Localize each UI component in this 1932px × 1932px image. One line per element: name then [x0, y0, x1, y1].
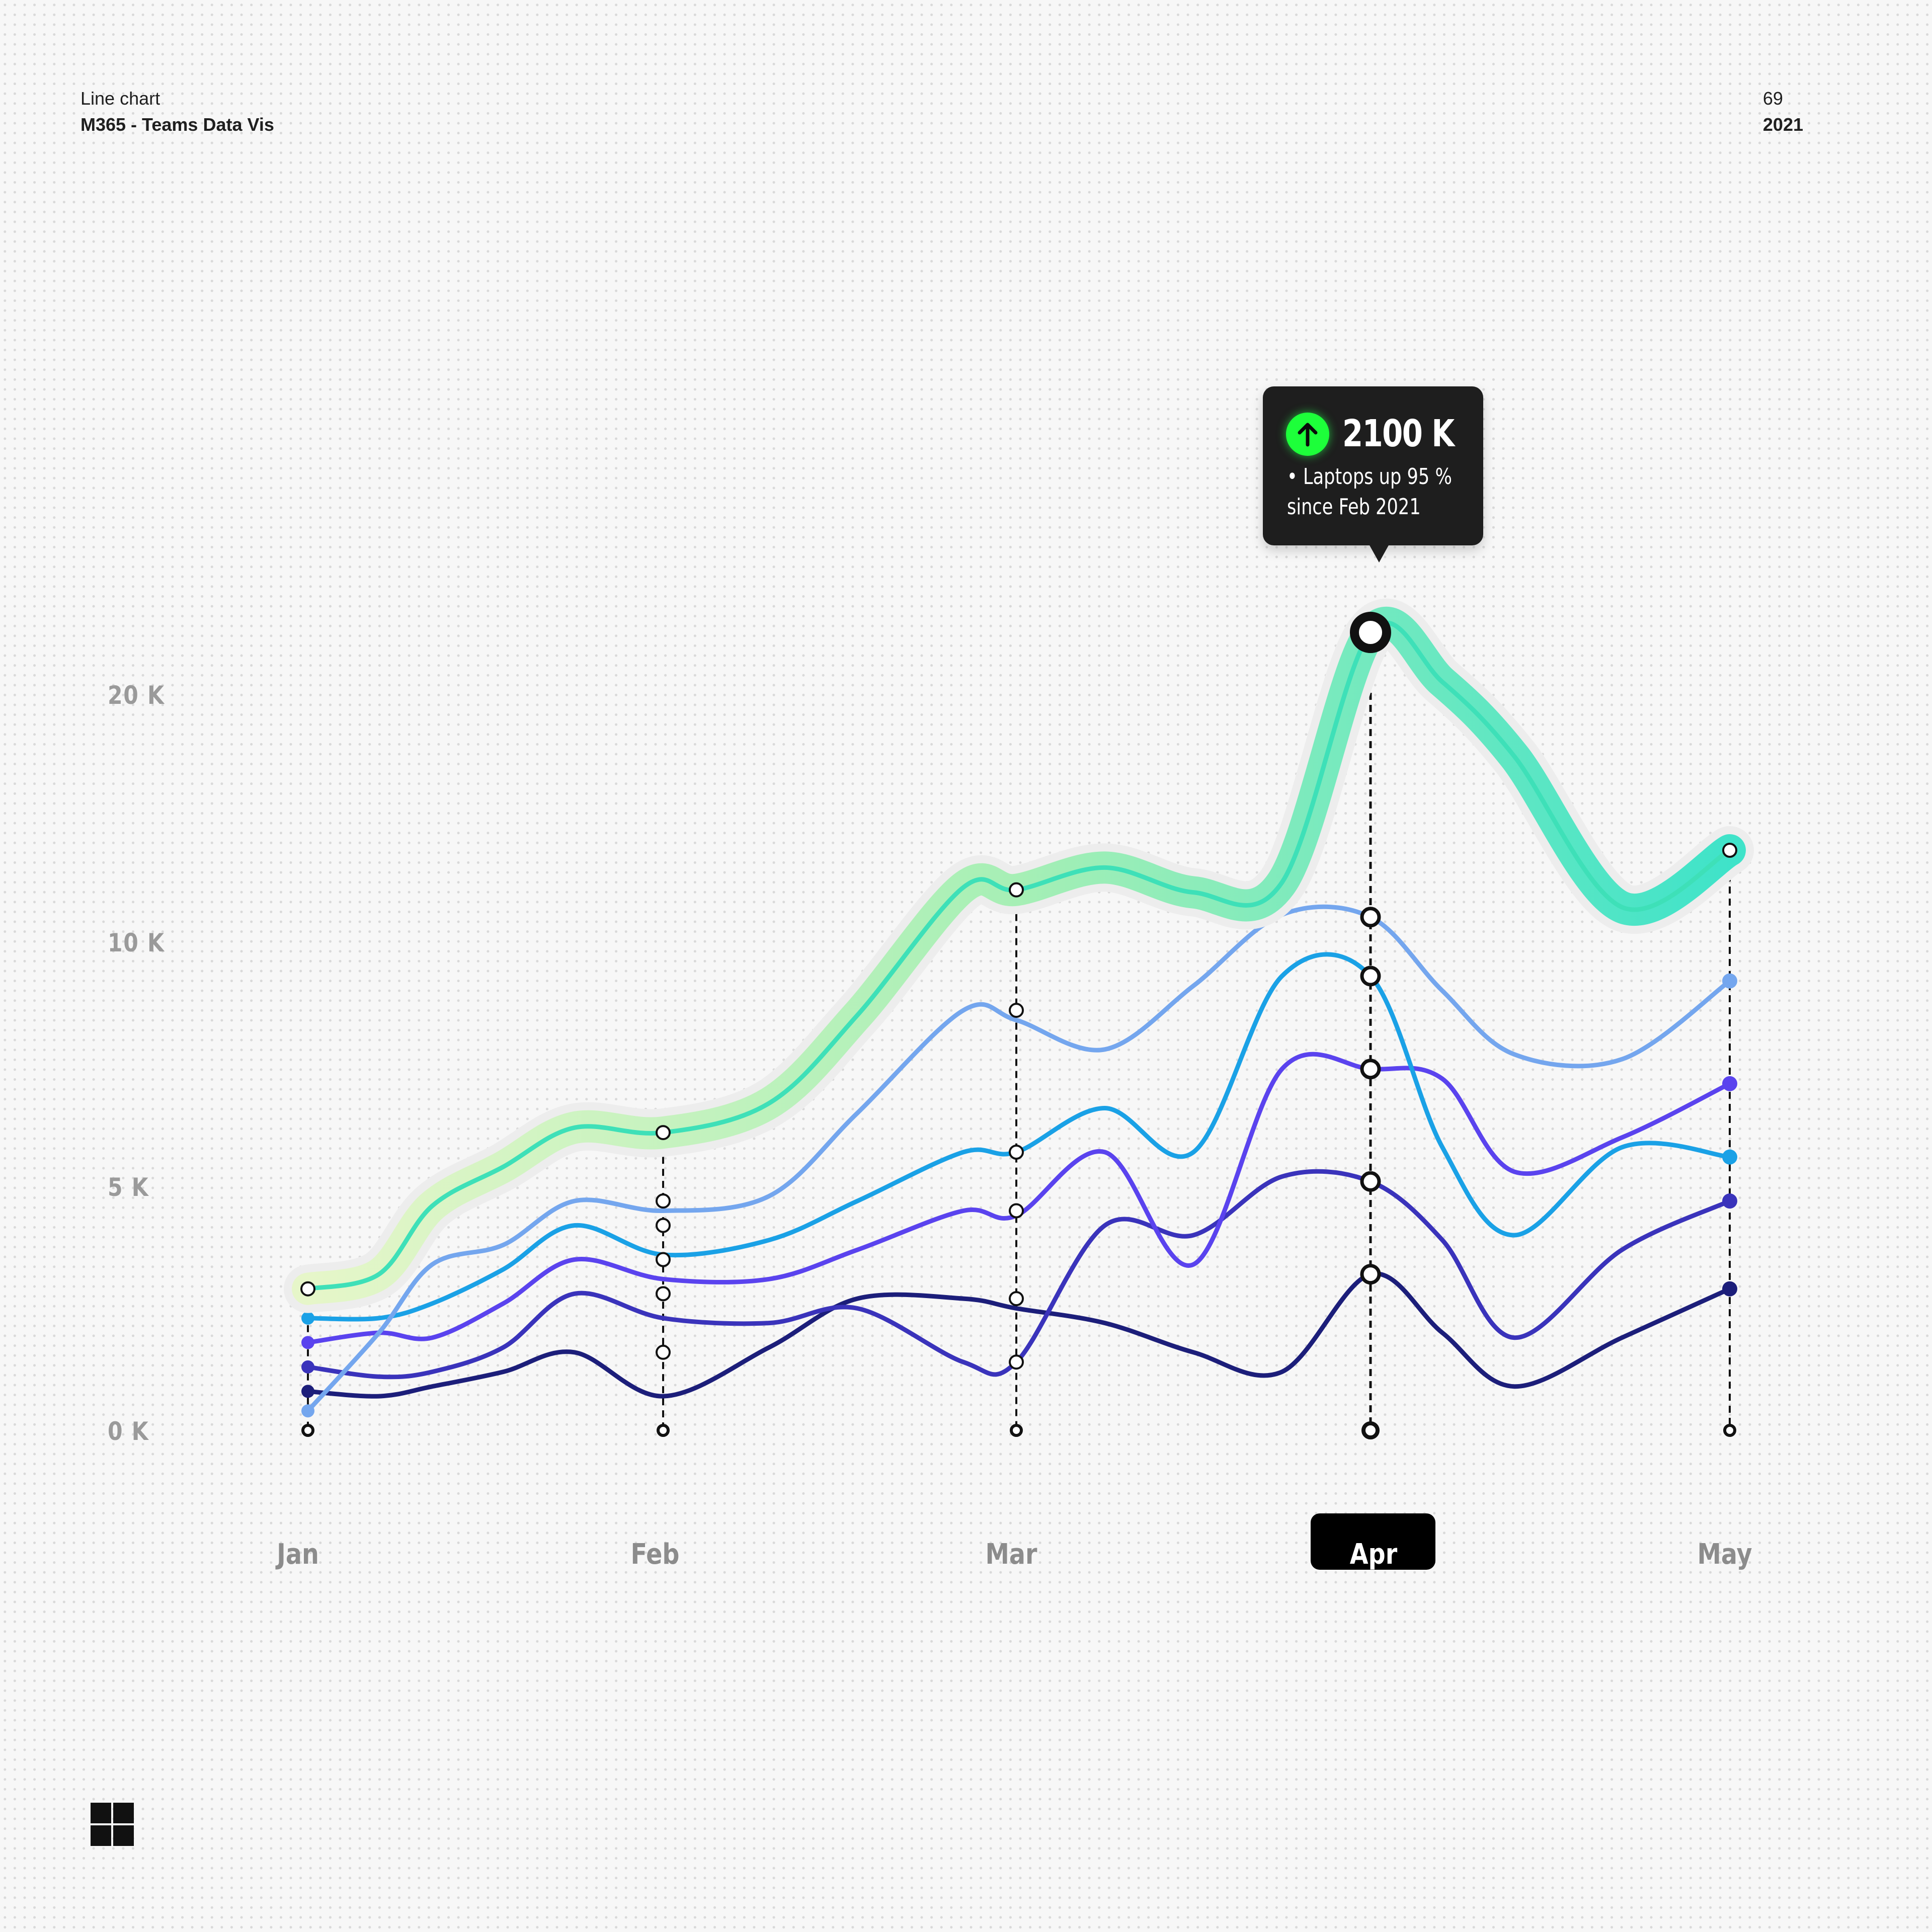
- y-tick-label: 0 K: [108, 1417, 149, 1446]
- data-point-m4-s2: [1360, 907, 1381, 928]
- series-line-1: [305, 620, 1732, 1292]
- x-tick-label-apr[interactable]: Apr: [1349, 1538, 1398, 1571]
- x-tick-highlight-pill[interactable]: [1311, 1513, 1435, 1570]
- y-tick-label: 20 K: [108, 681, 165, 710]
- y-tick-label: 10 K: [108, 928, 165, 957]
- series-line-5: [305, 1169, 1732, 1380]
- series-line-1-halo: [284, 599, 1754, 1313]
- series-5-start-dot: [301, 1360, 314, 1374]
- data-point-m4-s1: [1350, 612, 1391, 653]
- year-label: 2021: [1762, 114, 1803, 135]
- header-right: 69 2021: [1763, 86, 1803, 138]
- data-point-m2-s6: [656, 1344, 671, 1360]
- tooltip-note-line-2: since Feb 2021: [1287, 494, 1421, 520]
- series-3-end-dot: [1722, 1149, 1737, 1165]
- data-point-m1-s1: [300, 1281, 315, 1297]
- series-2-end-dot: [1722, 973, 1737, 989]
- axis-point-3: [1010, 1424, 1023, 1437]
- series-2-start-dot: [301, 1404, 314, 1418]
- tooltip-value: 2100 K: [1342, 412, 1455, 455]
- data-point-m3-s4: [1009, 1203, 1024, 1219]
- series-3-start-dot: [301, 1311, 314, 1325]
- data-point-m3-s1: [1009, 882, 1024, 898]
- y-tick-label: 5 K: [108, 1173, 149, 1202]
- data-point-m3-s5: [1009, 1291, 1024, 1307]
- data-point-m4-s4: [1360, 1059, 1381, 1080]
- project-title: M365 - Teams Data Vis: [80, 114, 274, 135]
- series-6-start-dot: [301, 1385, 314, 1398]
- axis-point-5: [1723, 1424, 1736, 1437]
- data-tooltip: 2100 K • Laptops up 95 % since Feb 2021: [1263, 386, 1483, 562]
- data-point-m2-s4: [656, 1252, 671, 1267]
- data-point-m3-s2: [1009, 1003, 1024, 1018]
- series-line-3: [305, 952, 1732, 1322]
- data-point-m3-s3: [1009, 1144, 1024, 1160]
- series-4-end-dot: [1722, 1076, 1737, 1091]
- data-point-m4-s5: [1360, 1171, 1381, 1192]
- series-line-4: [305, 1052, 1732, 1345]
- data-point-m4-s6: [1360, 1264, 1381, 1285]
- tooltip-note: • Laptops up 95 % since Feb 2021: [1287, 462, 1472, 522]
- axis-point-2: [657, 1424, 670, 1437]
- chart-type-label: Line chart: [80, 88, 160, 109]
- data-point-m2-s1: [656, 1125, 671, 1141]
- data-point-m5-s1: [1722, 842, 1737, 858]
- four-squares-logo-icon: [91, 1803, 134, 1846]
- series-5-end-dot: [1722, 1193, 1737, 1209]
- data-point-m4-s3: [1360, 965, 1381, 987]
- series-line-2: [305, 904, 1732, 1413]
- data-point-m2-s3: [656, 1218, 671, 1233]
- x-tick-label-jan: Jan: [277, 1538, 319, 1571]
- axis-point-4: [1361, 1421, 1380, 1439]
- series-4-start-dot: [301, 1336, 314, 1349]
- data-point-m3-s6: [1009, 1354, 1024, 1370]
- tooltip-note-line-1: • Laptops up 95 %: [1287, 464, 1452, 490]
- arrow-up-icon: [1286, 413, 1329, 456]
- header-left: Line chart M365 - Teams Data Vis: [80, 86, 274, 138]
- x-tick-label-feb: Feb: [630, 1538, 680, 1571]
- series-line-6: [305, 1271, 1732, 1399]
- x-tick-label-may: May: [1697, 1538, 1752, 1571]
- data-point-m2-s5: [656, 1286, 671, 1302]
- axis-point-1: [301, 1424, 314, 1437]
- data-point-m2-s2: [656, 1193, 671, 1209]
- x-tick-label-mar: Mar: [985, 1538, 1037, 1571]
- page-number: 69: [1762, 88, 1783, 109]
- series-6-end-dot: [1722, 1281, 1737, 1297]
